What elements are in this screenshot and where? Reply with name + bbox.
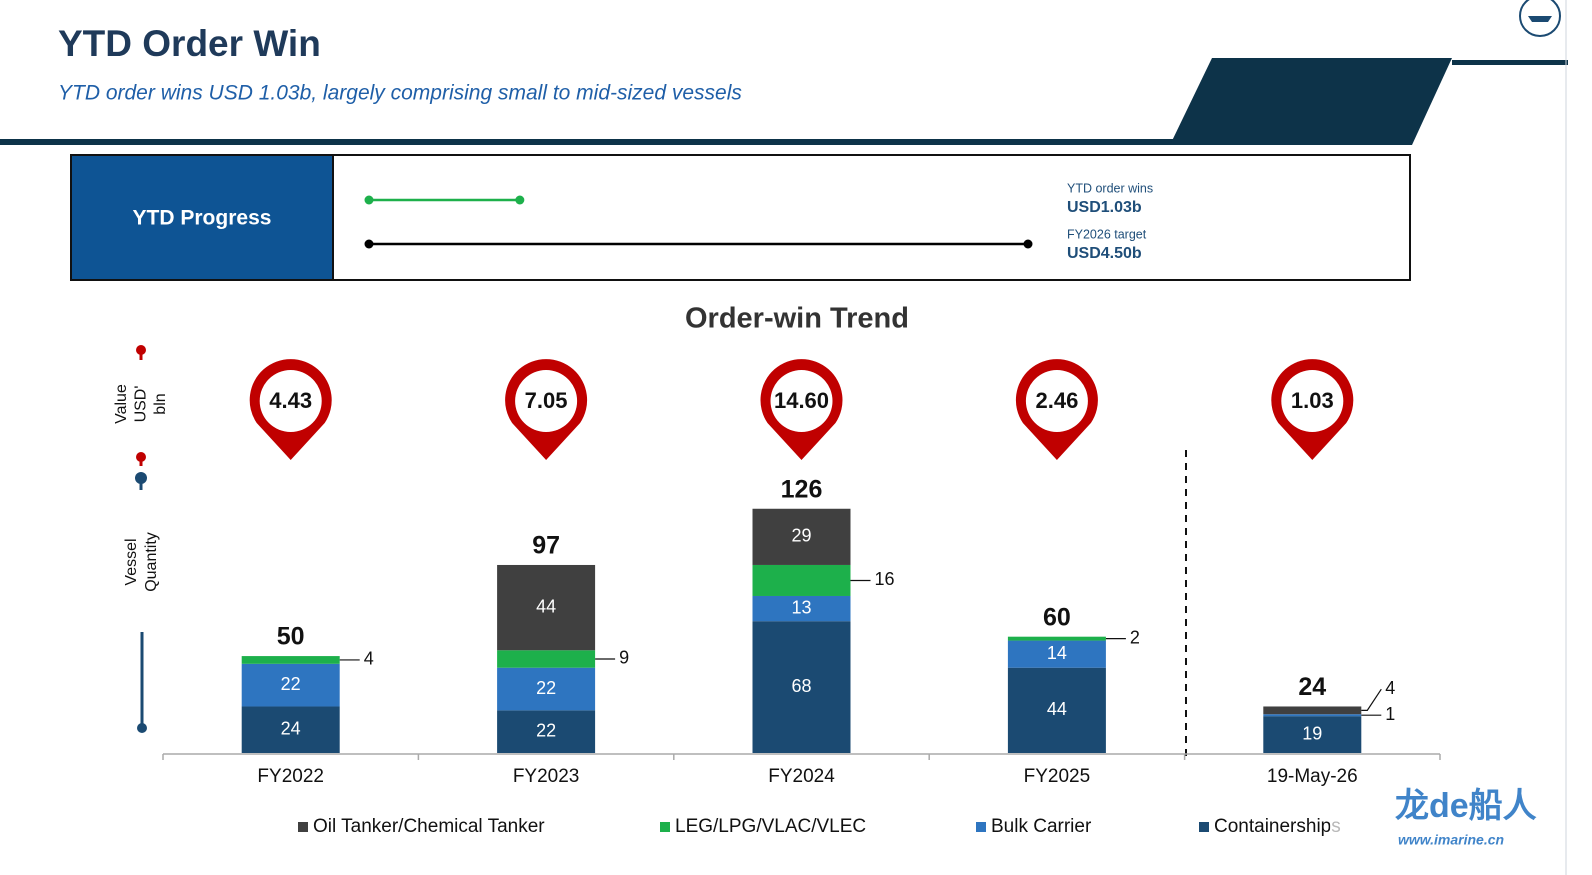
x-tick-label: FY2025 — [1024, 766, 1091, 787]
bar-segment — [241, 663, 340, 707]
legend-label: Bulk Carrier — [991, 816, 1092, 837]
header-band — [1452, 60, 1568, 65]
chart-title: Order-win Trend — [685, 303, 909, 335]
logo — [1528, 16, 1552, 22]
leader-line — [1361, 688, 1382, 711]
bar-segment — [497, 710, 596, 753]
value-pin-label: 7.05 — [525, 388, 568, 413]
header-band — [0, 139, 1180, 145]
segment-label: 44 — [536, 596, 556, 616]
bar-segment — [752, 508, 851, 565]
slide-title: YTD Order Win — [58, 23, 321, 64]
bar-segment — [1007, 636, 1106, 641]
legend-swatch — [1199, 822, 1209, 832]
x-tick-label: FY2022 — [257, 766, 324, 787]
watermark-brand: 龙de船人 — [1395, 787, 1537, 825]
bar-segment — [1007, 640, 1106, 668]
value-pin-label: 1.03 — [1291, 388, 1334, 413]
bar-segment — [497, 667, 596, 711]
segment-label: 22 — [536, 678, 556, 698]
value-pin-label: 2.46 — [1035, 388, 1078, 413]
value-axis-label: USD' — [133, 386, 150, 423]
progress-label: YTD order wins — [1067, 181, 1153, 195]
bar-segment — [497, 650, 596, 668]
segment-label: 22 — [281, 674, 301, 694]
bar-segment — [1263, 714, 1362, 717]
segment-label: 29 — [791, 526, 811, 546]
segment-label: 4 — [364, 649, 374, 669]
legend-swatch — [298, 822, 308, 832]
progress-dot — [364, 239, 374, 249]
segment-label: 16 — [875, 569, 895, 589]
segment-label: 4 — [1385, 678, 1395, 698]
legend-swatch — [660, 822, 670, 832]
quantity-axis-label: Vessel — [123, 538, 140, 585]
segment-label: 1 — [1385, 704, 1395, 724]
segment-label: 22 — [536, 720, 556, 740]
total-label: 97 — [532, 532, 560, 560]
x-tick-label: FY2024 — [768, 766, 835, 787]
progress-value: USD4.50b — [1067, 245, 1142, 262]
bar-segment — [497, 564, 596, 651]
x-tick-label: 19-May-26 — [1267, 766, 1358, 787]
segment-label: 68 — [791, 676, 811, 696]
progress-title: YTD Progress — [133, 207, 272, 230]
segment-label: 24 — [281, 718, 301, 738]
progress-title-box — [72, 156, 333, 279]
bar-segment — [1007, 667, 1106, 753]
bar-segment — [1263, 706, 1362, 715]
value-pin-label: 14.60 — [774, 388, 829, 413]
segment-label: 19 — [1302, 723, 1322, 743]
bar-segment — [752, 595, 851, 622]
progress-label: FY2026 target — [1067, 227, 1147, 241]
total-label: 60 — [1043, 603, 1071, 631]
value-pin-hole — [770, 370, 833, 432]
bar-segment — [1263, 716, 1362, 753]
x-tick-label: FY2023 — [513, 766, 580, 787]
bar-segment — [241, 656, 340, 664]
segment-label: 44 — [1047, 699, 1067, 719]
bar-segment — [752, 621, 851, 753]
segment-label: 13 — [791, 597, 811, 617]
value-axis-label: bln — [152, 393, 169, 414]
value-pin-hole — [515, 370, 578, 432]
bar-segment — [752, 564, 851, 596]
legend-label: Containerships — [1214, 816, 1341, 837]
progress-dot — [364, 195, 374, 205]
value-pin-hole — [1025, 370, 1088, 432]
quantity-axis-label: Quantity — [143, 532, 160, 592]
value-axis-label: Value — [113, 384, 130, 424]
total-label: 126 — [781, 475, 823, 503]
slide-subtitle: YTD order wins USD 1.03b, largely compri… — [58, 82, 742, 105]
watermark-url: www.imarine.cn — [1398, 832, 1504, 848]
legend-swatch — [976, 822, 986, 832]
value-pin-hole — [1281, 370, 1344, 432]
axis-pin — [137, 723, 147, 733]
bar-segment — [241, 706, 340, 753]
watermark-bg — [1330, 792, 1562, 852]
total-label: 50 — [277, 623, 305, 651]
value-pin-label: 4.43 — [269, 388, 312, 413]
total-label: 24 — [1298, 673, 1326, 701]
segment-label: 14 — [1047, 643, 1067, 663]
progress-value: USD1.03b — [1067, 199, 1142, 216]
progress-dot — [1023, 239, 1033, 249]
value-pin-hole — [259, 370, 322, 432]
segment-label: 9 — [619, 648, 629, 668]
legend-label: Oil Tanker/Chemical Tanker — [313, 816, 545, 837]
segment-label: 2 — [1130, 627, 1140, 647]
legend-label: LEG/LPG/VLAC/VLEC — [675, 816, 866, 837]
progress-dot — [515, 195, 525, 205]
header-shape — [1170, 58, 1452, 145]
